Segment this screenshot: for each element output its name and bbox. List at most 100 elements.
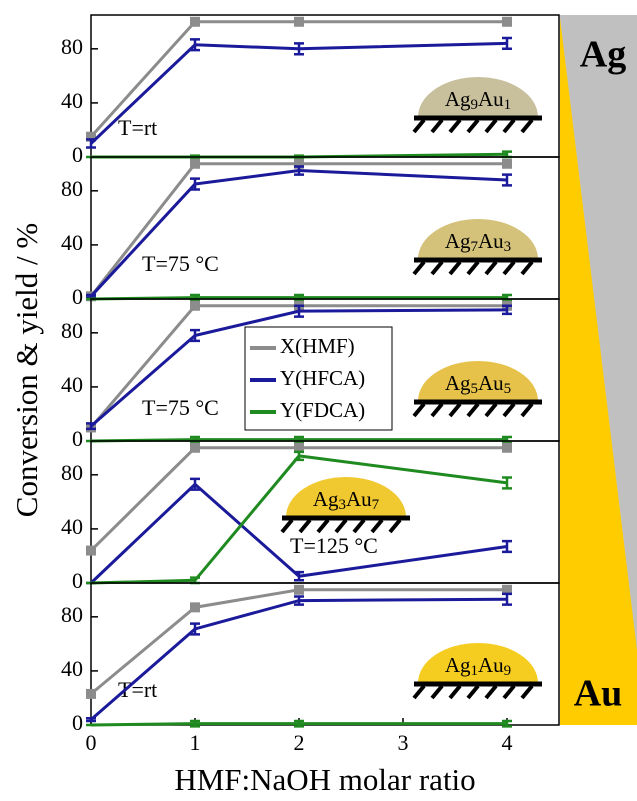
- hatch: [522, 686, 532, 698]
- hatch: [468, 262, 478, 274]
- hatch: [486, 686, 496, 698]
- hatch: [504, 262, 514, 274]
- legend-label: X(HMF): [280, 334, 355, 358]
- annotation: T=rt: [118, 115, 157, 140]
- sample-label-part: 3: [339, 497, 347, 513]
- sample-label-part: Ag: [445, 229, 471, 253]
- sample-label-part: Ag: [445, 653, 471, 677]
- hatch: [372, 520, 382, 532]
- hatch: [504, 686, 514, 698]
- point-marker: [190, 301, 200, 311]
- hatch: [432, 120, 442, 132]
- sample-label-part: 9: [504, 663, 512, 679]
- sample-label-part: 1: [504, 97, 512, 113]
- y-tick-label: 80: [61, 318, 83, 343]
- hatch: [450, 686, 460, 698]
- sample-label-part: Au: [346, 487, 372, 511]
- hatch: [432, 404, 442, 416]
- hatch: [414, 404, 424, 416]
- sample-label-part: 7: [372, 497, 380, 513]
- hatch: [450, 120, 460, 132]
- y-tick-label: 0: [72, 426, 83, 451]
- x-tick-label: 0: [86, 730, 97, 755]
- sample-label-part: Ag: [313, 487, 339, 511]
- sample-label: Ag7Au3: [445, 229, 511, 256]
- sample-label: Ag9Au1: [445, 87, 511, 114]
- legend-label: Y(HFCA): [280, 366, 365, 390]
- sample-label-part: 3: [504, 239, 512, 255]
- point-marker: [294, 585, 304, 595]
- y-tick-label: 40: [61, 656, 83, 681]
- y-tick-label: 80: [61, 460, 83, 485]
- x-tick-label: 4: [502, 730, 513, 755]
- hatch: [414, 120, 424, 132]
- sample-label: Ag5Au5: [445, 371, 511, 398]
- annotation: T=75 °C: [142, 395, 219, 420]
- hatch: [522, 404, 532, 416]
- y-tick-label: 0: [72, 568, 83, 593]
- hatch: [504, 120, 514, 132]
- sample-label-part: Au: [478, 653, 504, 677]
- sample-label-part: Au: [478, 87, 504, 111]
- hatch: [504, 404, 514, 416]
- annotation: T=125 °C: [290, 533, 378, 558]
- hatch: [486, 404, 496, 416]
- hatch: [432, 262, 442, 274]
- point-marker: [86, 689, 96, 699]
- sample-label: Ag3Au7: [313, 487, 380, 514]
- y-tick-label: 0: [72, 710, 83, 735]
- point-marker: [190, 443, 200, 453]
- sample-label: Ag1Au9: [445, 653, 511, 680]
- y-tick-label: 80: [61, 602, 83, 627]
- sample-label-part: 5: [471, 381, 479, 397]
- sample-label-part: Au: [478, 371, 504, 395]
- hatch: [522, 120, 532, 132]
- hatch: [414, 686, 424, 698]
- point-marker: [190, 17, 200, 27]
- hatch: [390, 520, 400, 532]
- hatch: [318, 520, 328, 532]
- figure: HMF:NaOH molar ratio Conversion & yield …: [0, 0, 637, 801]
- hatch: [432, 686, 442, 698]
- sample-label-part: 5: [504, 381, 512, 397]
- hatch: [522, 262, 532, 274]
- hatch: [468, 120, 478, 132]
- y-tick-label: 80: [61, 176, 83, 201]
- hatch: [336, 520, 346, 532]
- sample-label-part: Ag: [445, 371, 471, 395]
- x-tick-label: 2: [294, 730, 305, 755]
- x-tick-label: 3: [398, 730, 409, 755]
- point-marker: [502, 159, 512, 169]
- y-tick-label: 40: [61, 230, 83, 255]
- gradient-top-label: Ag: [580, 34, 626, 76]
- error-bar: [86, 718, 96, 721]
- hatch: [468, 686, 478, 698]
- hatch: [282, 520, 292, 532]
- sample-label-part: Ag: [445, 87, 471, 111]
- annotation: T=75 °C: [142, 251, 219, 276]
- point-marker: [502, 17, 512, 27]
- point-marker: [190, 602, 200, 612]
- point-marker: [502, 443, 512, 453]
- hatch: [450, 262, 460, 274]
- point-marker: [190, 159, 200, 169]
- hatch: [354, 520, 364, 532]
- y-tick-label: 40: [61, 514, 83, 539]
- x-tick-label: 1: [190, 730, 201, 755]
- hatch: [486, 120, 496, 132]
- sample-label-part: 1: [471, 663, 479, 679]
- legend-label: Y(FDCA): [280, 398, 365, 422]
- y-tick-label: 0: [72, 142, 83, 167]
- hatch: [414, 262, 424, 274]
- x-axis-label: HMF:NaOH molar ratio: [174, 762, 475, 797]
- y-tick-label: 0: [72, 284, 83, 309]
- gradient-bottom-label: Au: [574, 673, 623, 715]
- y-tick-label: 80: [61, 34, 83, 59]
- y-axis-label: Conversion & yield / %: [9, 223, 44, 517]
- hatch: [486, 262, 496, 274]
- hatch: [300, 520, 310, 532]
- y-tick-label: 40: [61, 88, 83, 113]
- hatch: [450, 404, 460, 416]
- y-tick-label: 40: [61, 372, 83, 397]
- point-marker: [294, 17, 304, 27]
